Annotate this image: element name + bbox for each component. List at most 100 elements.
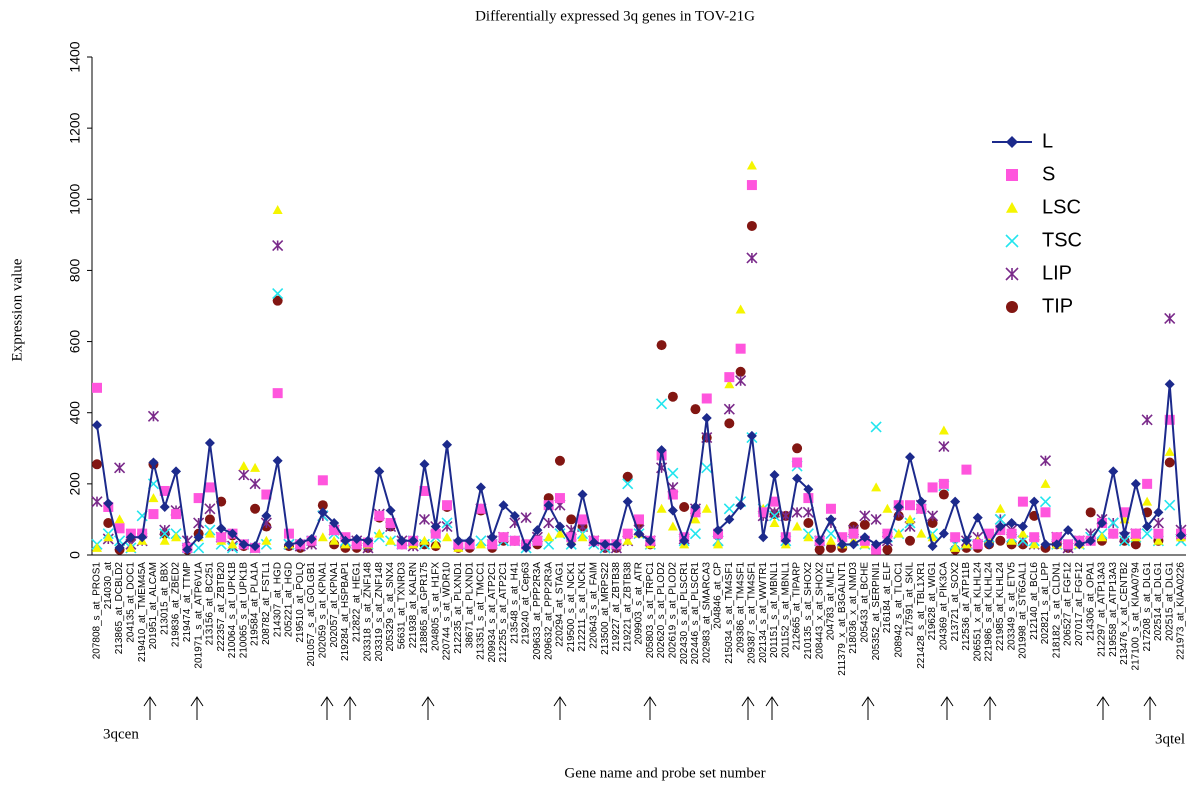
point [204, 437, 215, 448]
point [114, 542, 125, 553]
x-tick-label: 218036_x_at_NMD3 [848, 562, 859, 654]
point [667, 489, 678, 500]
x-tick-label: 210135_s_at_SHOX2 [803, 562, 814, 660]
x-tick-label: 212140_at_BCL6 [1029, 562, 1040, 640]
point [329, 535, 340, 545]
point [204, 482, 215, 493]
point [870, 513, 882, 525]
point [566, 539, 577, 550]
point [1130, 478, 1141, 489]
point [701, 503, 712, 513]
point [916, 528, 927, 538]
point [690, 404, 701, 415]
point [916, 503, 927, 514]
point [780, 535, 791, 546]
point [825, 542, 836, 553]
point [171, 466, 182, 477]
x-tick-label: 202430_s_at_PLSCR1 [679, 562, 690, 665]
point [882, 528, 893, 539]
point [261, 489, 272, 500]
point [520, 512, 532, 524]
point [723, 503, 735, 515]
point [1063, 539, 1074, 550]
x-tick-label: 222357_at_ZBTB20 [216, 562, 227, 652]
point [1017, 496, 1028, 507]
x-tick-label: 202821_s_at_LPP [1040, 562, 1051, 645]
point [1164, 499, 1176, 511]
point [611, 539, 622, 550]
point [927, 510, 939, 522]
point [532, 525, 543, 536]
point [430, 539, 441, 549]
point [317, 532, 328, 542]
point [961, 464, 972, 475]
point [724, 372, 735, 383]
point [723, 403, 735, 415]
point [193, 532, 204, 543]
point [825, 535, 836, 545]
point [1142, 521, 1153, 532]
point [769, 496, 780, 507]
point [792, 521, 803, 531]
point [1164, 446, 1175, 456]
point [905, 452, 915, 463]
x-tick-label: 220744_s_at_WDR10 [442, 562, 453, 661]
y-tick-label: 800 [67, 259, 83, 283]
legend-marker [1006, 169, 1018, 181]
point [825, 528, 837, 540]
x-tick-label: 212297_at_ATP13A3 [1097, 562, 1108, 657]
x-tick-label: 209934_s_at_ATP2C1 [487, 562, 498, 663]
x-tick-label: 208443_x_at_SHOX2 [814, 562, 825, 660]
point [408, 535, 419, 546]
point [814, 535, 825, 546]
point [295, 537, 306, 548]
point [713, 525, 724, 536]
point [216, 532, 227, 543]
point [837, 539, 848, 550]
point [701, 393, 712, 404]
x-tick-label: 202983_at_SMARCA3 [701, 562, 712, 664]
y-tick-label: 400 [67, 401, 83, 425]
point [487, 539, 498, 550]
annotation: 3qtel [1155, 731, 1185, 747]
x-tick-label: 206551_x_at_KLHL24 [972, 562, 983, 662]
point [453, 535, 464, 546]
x-tick-label: 203318_s_at_ZNF148 [363, 562, 374, 662]
x-tick-label: 214030_at [103, 562, 114, 609]
point [159, 528, 171, 540]
point [1164, 457, 1175, 468]
x-tick-label: 221985_at_KLHL24 [995, 562, 1006, 651]
point [950, 496, 961, 507]
point [317, 500, 328, 511]
point [871, 539, 882, 550]
point [735, 375, 747, 387]
point [1107, 517, 1119, 529]
point [147, 410, 160, 422]
point [249, 478, 261, 490]
point [837, 532, 848, 543]
point [724, 514, 735, 525]
x-tick-label: 203319_s_at_ZNF148 [374, 562, 385, 662]
point [950, 542, 961, 552]
x-tick-label: 202620_s_at_PLOD2 [656, 562, 667, 659]
point [306, 533, 317, 544]
point [622, 496, 633, 507]
point [261, 535, 272, 545]
point [261, 510, 272, 521]
x-tick-label: 219558_at_ATP13A3 [1108, 562, 1119, 657]
point [385, 517, 396, 528]
point [769, 517, 780, 527]
point [792, 473, 803, 484]
point [204, 514, 215, 525]
point [758, 507, 769, 518]
point [938, 425, 949, 435]
point [1130, 539, 1141, 550]
point [690, 507, 701, 518]
point [137, 532, 148, 543]
x-tick-label: 38671_at_PLXND1 [464, 562, 475, 649]
point [1006, 517, 1017, 528]
point [159, 501, 170, 512]
point [329, 517, 340, 528]
point [1051, 532, 1062, 543]
point [283, 539, 294, 550]
